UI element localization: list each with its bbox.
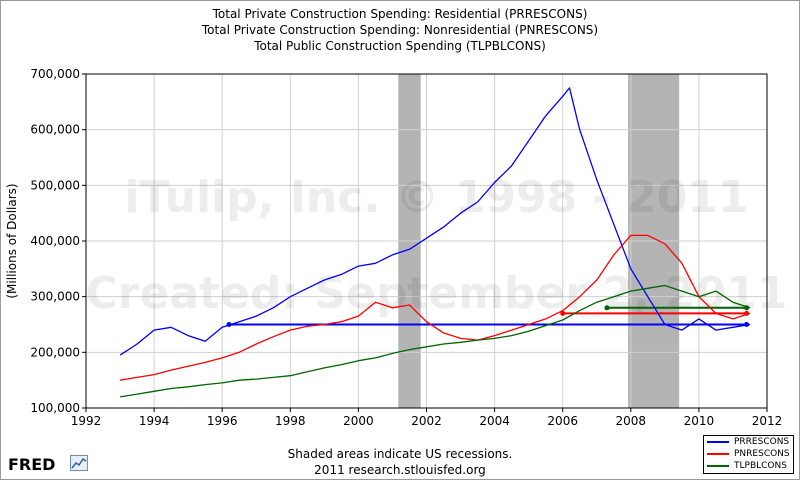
y-tick-label-1: 200,000: [30, 345, 80, 359]
title-line-1: Total Private Construction Spending: Res…: [212, 7, 588, 21]
y-tick-label-2: 300,000: [30, 290, 80, 304]
fred-logo: FRED: [8, 455, 56, 474]
x-tick-label-4: 2000: [343, 414, 374, 428]
x-tick-label-10: 2012: [752, 414, 783, 428]
watermark-line-2: Created: September 2, 2011: [85, 268, 787, 319]
title-line-3: Total Public Construction Spending (TLPB…: [254, 39, 546, 53]
legend-item-tlpblcons: TLPBLCONS: [704, 460, 793, 472]
x-tick-label-0: 1992: [71, 414, 102, 428]
reference-line-start-pnrescons: [560, 310, 566, 316]
chart-titles: Total Private Construction Spending: Res…: [0, 6, 800, 54]
legend-label: PRRESCONS: [734, 437, 790, 447]
y-tick-label-5: 600,000: [30, 123, 80, 137]
x-tick-label-6: 2004: [479, 414, 510, 428]
chart-footer: Shaded areas indicate US recessions. 201…: [0, 446, 800, 478]
x-tick-label-8: 2008: [616, 414, 647, 428]
x-tick-label-3: 1998: [275, 414, 306, 428]
series-line-prrescons: [119, 87, 751, 356]
recession-note: Shaded areas indicate US recessions.: [287, 447, 513, 461]
y-tick-label-4: 500,000: [30, 178, 80, 192]
y-axis-label: (Millions of Dollars): [5, 183, 19, 298]
x-tick-label-5: 2002: [411, 414, 442, 428]
y-tick-label-6: 700,000: [30, 67, 80, 81]
legend-label: TLPBLCONS: [734, 461, 787, 471]
series-line-pnrescons: [119, 234, 751, 381]
x-tick-label-7: 2006: [547, 414, 578, 428]
legend-swatch: [707, 441, 729, 443]
legend-label: PNRESCONS: [734, 449, 790, 459]
watermark-line-1: iTulip, Inc. © 1998 - 2011: [124, 172, 748, 223]
title-line-2: Total Private Construction Spending: Non…: [201, 23, 599, 37]
x-tick-label-2: 1996: [207, 414, 238, 428]
y-tick-label-3: 400,000: [30, 234, 80, 248]
legend-swatch: [707, 453, 729, 455]
y-tick-label-0: 100,000: [30, 401, 80, 415]
line-chart-icon: [70, 455, 88, 471]
legend-swatch: [707, 465, 729, 467]
legend-item-prrescons: PRRESCONS: [704, 436, 793, 448]
series-line-tlpblcons: [119, 284, 751, 398]
chart-legend: PRRESCONS PNRESCONS TLPBLCONS: [703, 435, 794, 474]
reference-line-start-tlpblcons: [604, 305, 610, 311]
x-tick-label-1: 1994: [139, 414, 170, 428]
source-note: 2011 research.stlouisfed.org: [314, 463, 486, 477]
x-tick-label-9: 2010: [684, 414, 715, 428]
legend-item-pnrescons: PNRESCONS: [704, 448, 793, 460]
